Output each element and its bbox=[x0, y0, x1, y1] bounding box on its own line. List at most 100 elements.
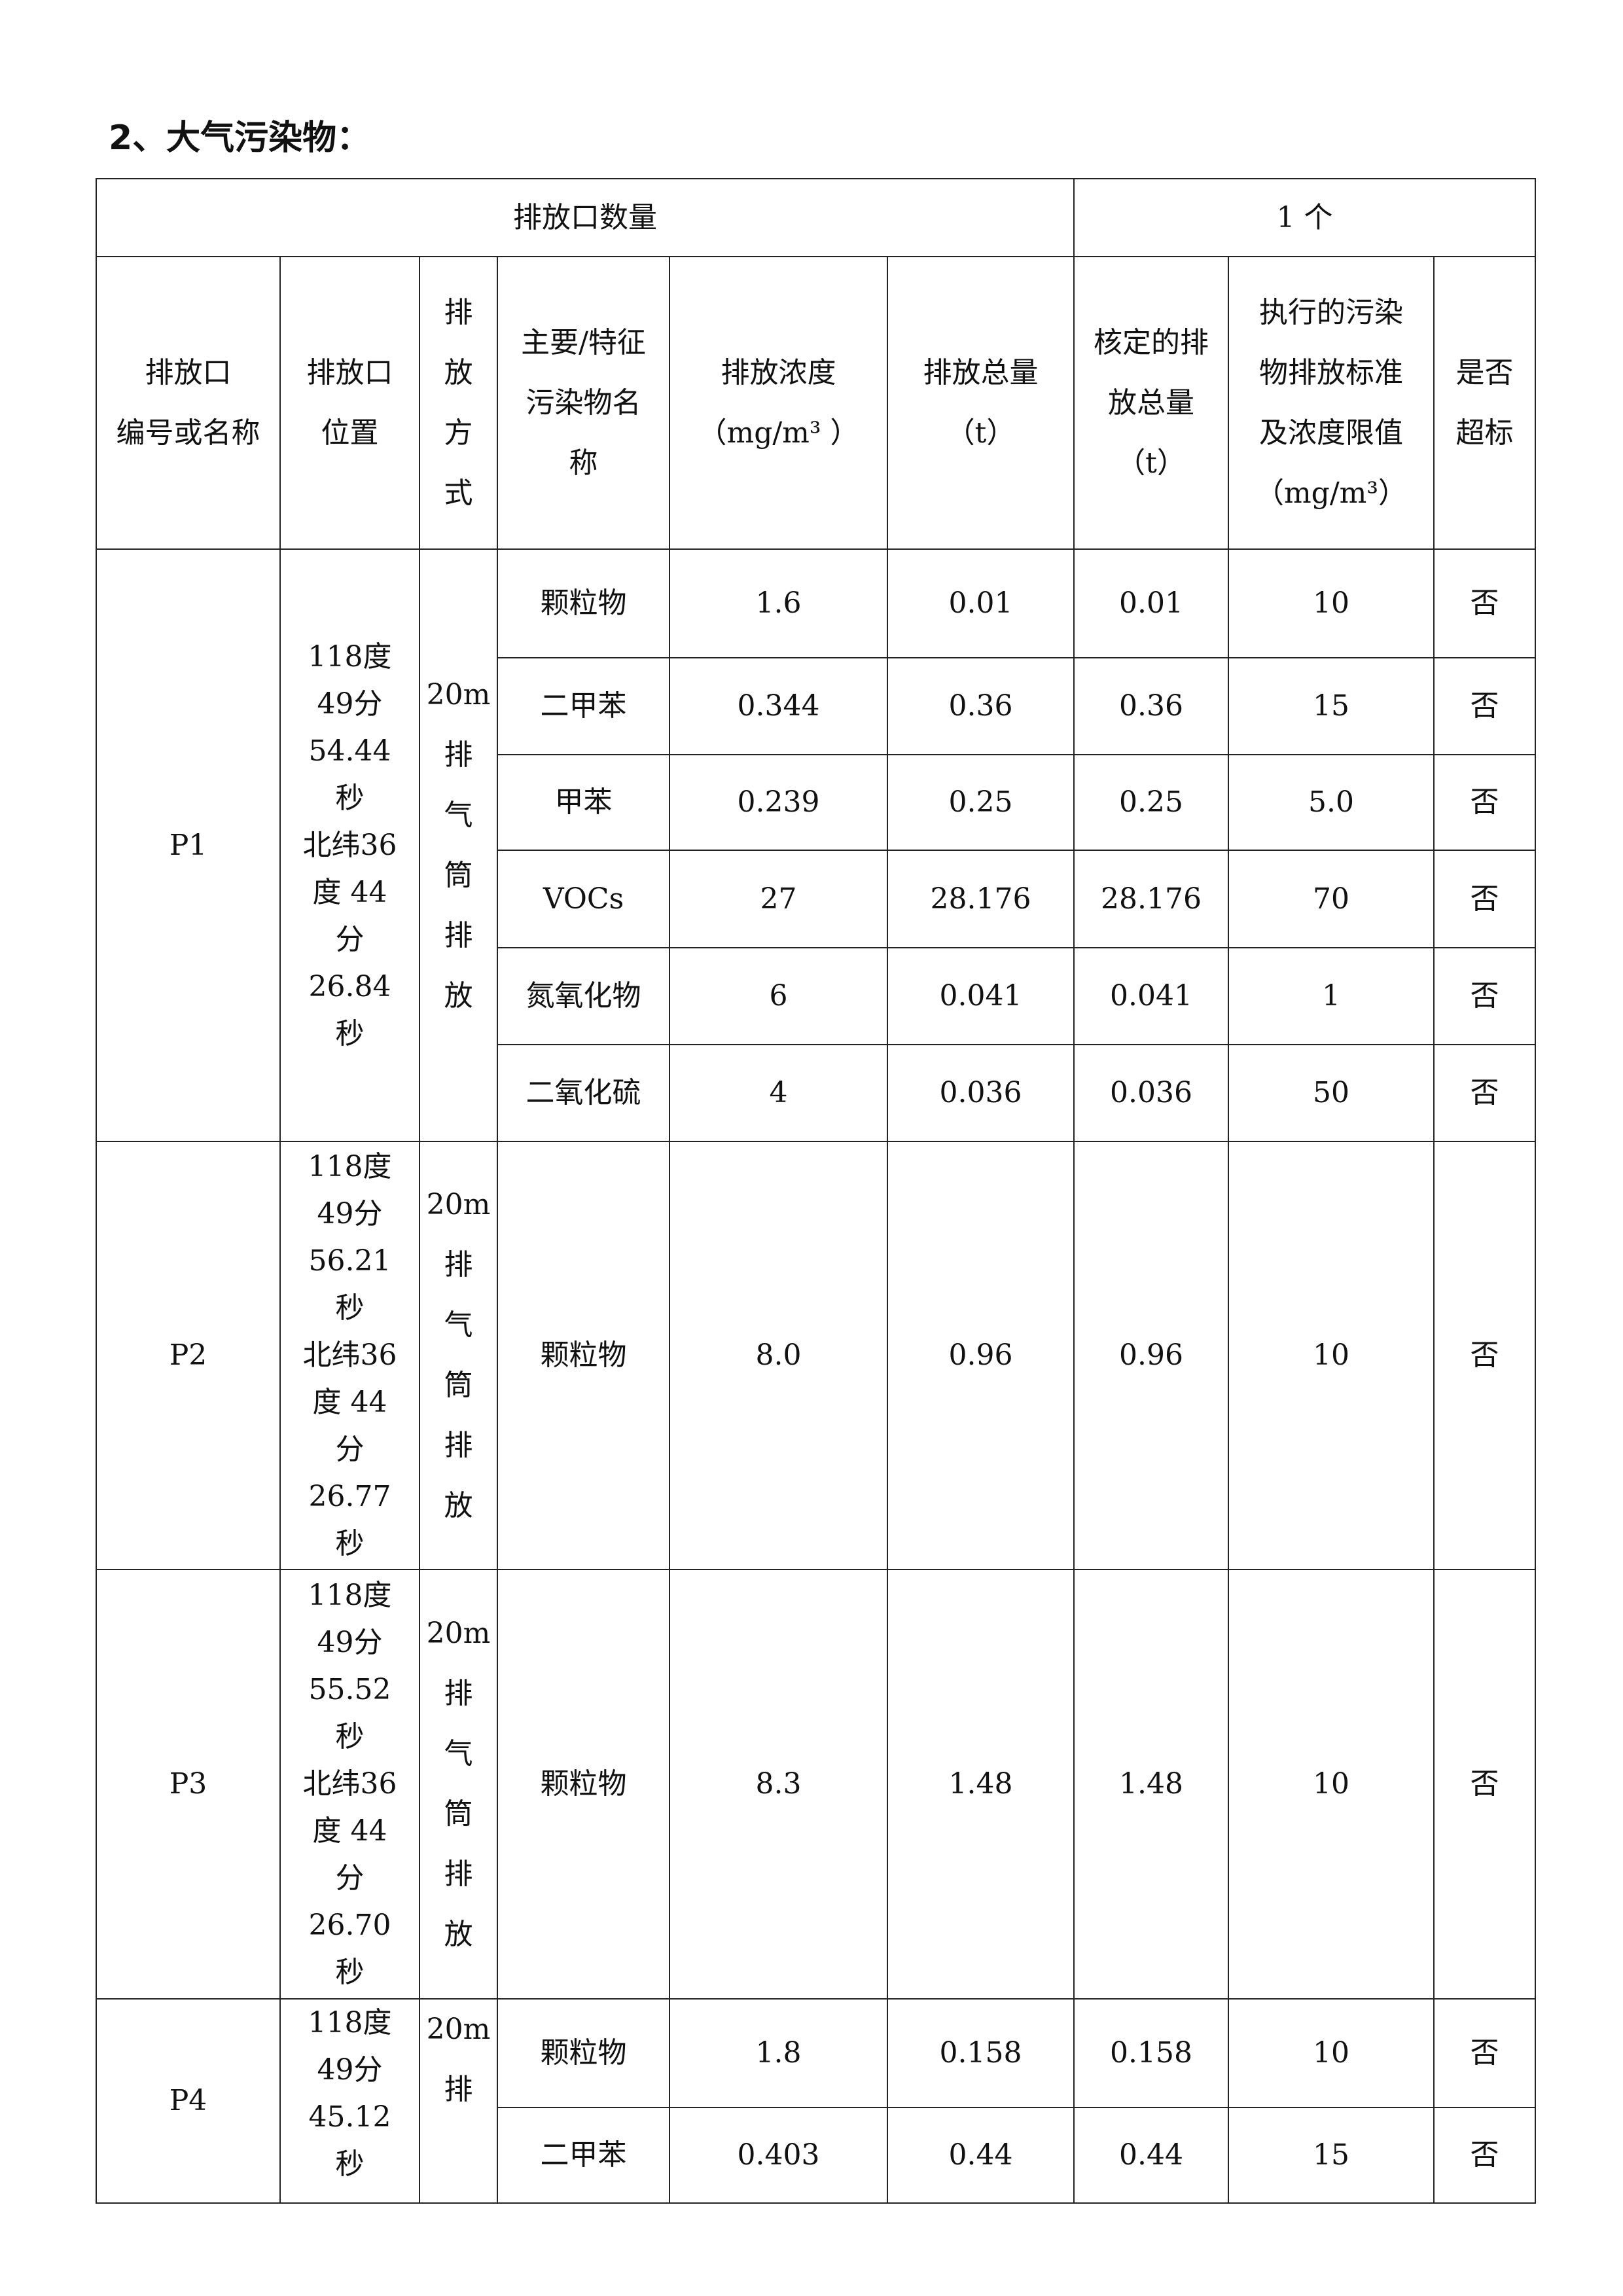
cell-approved: 0.158 bbox=[1073, 1998, 1229, 2108]
cell-exceed: 否 bbox=[1433, 657, 1536, 755]
cell-line: 分 bbox=[335, 1433, 365, 1466]
cell-line: 放 bbox=[444, 355, 473, 389]
cell-line: 秒 bbox=[335, 1527, 365, 1560]
cell-limit: 10 bbox=[1228, 1998, 1435, 2108]
cell-concentration: 27 bbox=[669, 850, 888, 948]
outlet-location: 118度 49分 45.12 秒 bbox=[279, 1998, 420, 2204]
cell-total: 0.44 bbox=[887, 2107, 1075, 2204]
cell-limit: 50 bbox=[1228, 1044, 1435, 1142]
cell-line: 北纬36 bbox=[302, 828, 397, 862]
cell-approved: 0.44 bbox=[1073, 2107, 1229, 2204]
cell-line: 排放浓度 bbox=[721, 355, 836, 389]
cell-line: 度 44 bbox=[312, 875, 387, 909]
cell-line: 118度 bbox=[308, 2006, 392, 2039]
cell-line: 气 bbox=[444, 1308, 473, 1342]
cell-exceed: 否 bbox=[1433, 1044, 1536, 1142]
cell-line: 排放口 bbox=[145, 355, 232, 389]
cell-line: 北纬36 bbox=[302, 1338, 397, 1372]
cell-total: 0.96 bbox=[887, 1141, 1075, 1570]
cell-line: 放 bbox=[444, 1489, 473, 1522]
cell-line: 放 bbox=[444, 1918, 473, 1951]
header-total: 排放总量 （t） bbox=[887, 256, 1075, 550]
outlet-id: P1 bbox=[96, 548, 281, 1142]
cell-line: 秒 bbox=[335, 1291, 365, 1325]
cell-line: 秒 bbox=[335, 781, 365, 815]
outlet-id: P4 bbox=[96, 1998, 281, 2204]
cell-line: 核定的排 bbox=[1094, 325, 1209, 359]
cell-line: 执行的污染 bbox=[1259, 295, 1403, 329]
cell-total: 0.041 bbox=[887, 947, 1075, 1045]
table-row: 二氧化硫 4 0.036 0.036 50 否 bbox=[96, 1044, 1536, 1142]
cell-line: 筒 bbox=[444, 858, 473, 892]
cell-total: 28.176 bbox=[887, 850, 1075, 948]
cell-limit: 10 bbox=[1228, 1141, 1435, 1570]
cell-exceed: 否 bbox=[1433, 850, 1536, 948]
cell-line: 排 bbox=[444, 1429, 473, 1462]
cell-line: 排 bbox=[444, 1857, 473, 1891]
cell-total: 0.36 bbox=[887, 657, 1075, 755]
cell-line: 放总量 bbox=[1108, 386, 1194, 420]
cell-line: 筒 bbox=[444, 1797, 473, 1831]
cell-exceed: 否 bbox=[1433, 754, 1536, 851]
cell-line: 及浓度限值 bbox=[1259, 416, 1403, 450]
cell-concentration: 1.8 bbox=[669, 1998, 888, 2108]
cell-total: 1.48 bbox=[887, 1569, 1075, 2000]
cell-pollutant: 二氧化硫 bbox=[497, 1044, 670, 1142]
cell-line: 超标 bbox=[1455, 416, 1514, 450]
cell-line: （t） bbox=[946, 416, 1016, 450]
cell-exceed: 否 bbox=[1433, 947, 1536, 1045]
table-row: VOCs 27 28.176 28.176 70 否 bbox=[96, 850, 1536, 948]
cell-line: 称 bbox=[569, 446, 598, 480]
cell-line: 秒 bbox=[335, 1720, 365, 1753]
header-method: 排放方式 bbox=[419, 256, 498, 550]
cell-line: 49分 bbox=[317, 1197, 383, 1230]
cell-total: 0.01 bbox=[887, 548, 1075, 658]
cell-line: 排放口 bbox=[306, 355, 393, 389]
cell-total: 0.036 bbox=[887, 1044, 1075, 1142]
cell-line: （mg/m³ ） bbox=[698, 416, 859, 450]
table-row: 二甲苯 0.403 0.44 0.44 15 否 bbox=[96, 2107, 1536, 2204]
cell-line: 物排放标准 bbox=[1259, 355, 1403, 389]
cell-line: 20m bbox=[426, 1188, 491, 1221]
cell-line: 118度 bbox=[308, 1579, 392, 1612]
cell-line: 排放总量 bbox=[923, 355, 1039, 389]
cell-line: （mg/m³） bbox=[1255, 476, 1408, 510]
header-outlet-id: 排放口 编号或名称 bbox=[96, 256, 281, 550]
cell-line: 排 bbox=[444, 1248, 473, 1282]
cell-line: 54.44 bbox=[308, 734, 391, 768]
cell-pollutant: 颗粒物 bbox=[497, 1141, 670, 1570]
cell-line: 45.12 bbox=[308, 2100, 391, 2134]
cell-limit: 10 bbox=[1228, 548, 1435, 658]
cell-concentration: 6 bbox=[669, 947, 888, 1045]
cell-exceed: 否 bbox=[1433, 1998, 1536, 2108]
cell-line: 度 44 bbox=[312, 1814, 387, 1848]
cell-pollutant: 颗粒物 bbox=[497, 548, 670, 658]
outlet-location: 118度 49分 56.21 秒北纬36 度 44 分 26.77 秒 bbox=[279, 1141, 420, 1570]
cell-line: 20m bbox=[426, 2013, 491, 2046]
cell-limit: 10 bbox=[1228, 1569, 1435, 2000]
table-row: P2 118度 49分 56.21 秒北纬36 度 44 分 26.77 秒 20m 排气筒排放颗粒… bbox=[96, 1141, 1536, 1570]
cell-exceed: 否 bbox=[1433, 1141, 1536, 1570]
header-standard-limit: 执行的污染物排放标准及浓度限值 （mg/m³） bbox=[1228, 256, 1435, 550]
cell-line: 气 bbox=[444, 1737, 473, 1770]
cell-line: 49分 bbox=[317, 2053, 383, 2087]
cell-line: 位置 bbox=[321, 416, 379, 450]
outlet-id: P2 bbox=[96, 1141, 281, 1570]
cell-line: 118度 bbox=[308, 639, 392, 673]
outlet-id: P3 bbox=[96, 1569, 281, 2000]
cell-line: 污染物名 bbox=[526, 386, 641, 420]
cell-limit: 15 bbox=[1228, 657, 1435, 755]
cell-line: 气 bbox=[444, 798, 473, 832]
cell-line: 26.70 bbox=[308, 1909, 391, 1942]
cell-line: 55.52 bbox=[308, 1673, 391, 1706]
cell-pollutant: 二甲苯 bbox=[497, 2107, 670, 2204]
cell-limit: 5.0 bbox=[1228, 754, 1435, 851]
cell-total: 0.25 bbox=[887, 754, 1075, 851]
cell-line: 秒 bbox=[335, 2147, 365, 2181]
cell-concentration: 8.3 bbox=[669, 1569, 888, 2000]
cell-approved: 0.25 bbox=[1073, 754, 1229, 851]
cell-limit: 1 bbox=[1228, 947, 1435, 1045]
section-title: 2、大气污染物： bbox=[109, 118, 371, 158]
cell-line: 放 bbox=[444, 978, 473, 1013]
table-row: P4 118度 49分 45.12 秒 20m 排颗粒物 1.8 0.158 0.158 10 否 bbox=[96, 1998, 1536, 2204]
